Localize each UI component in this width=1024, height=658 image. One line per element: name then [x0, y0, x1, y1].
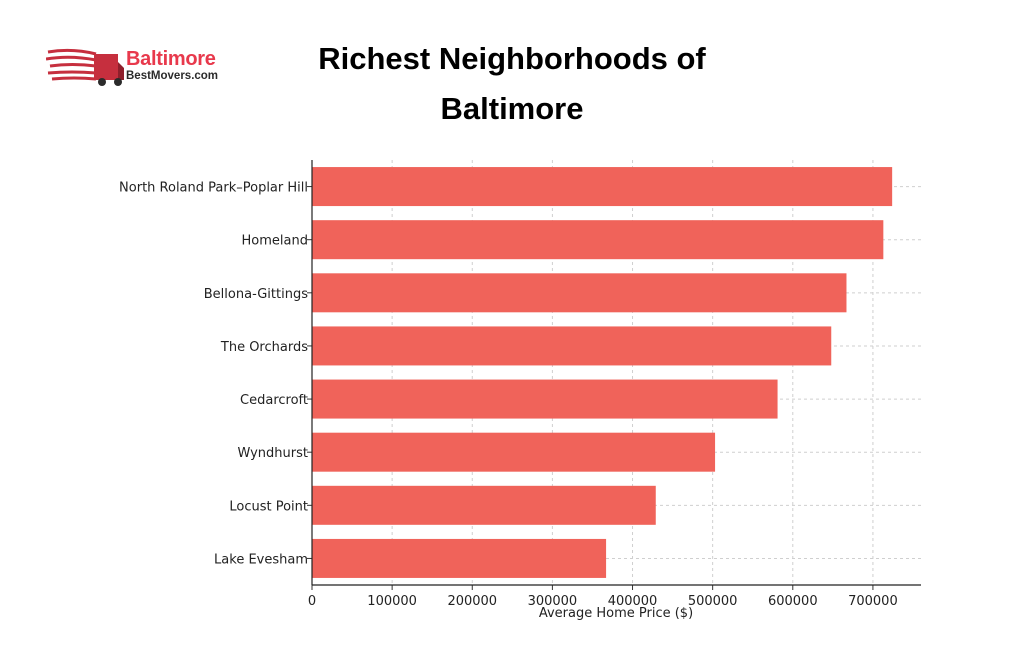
x-tick-label: 0: [308, 594, 316, 609]
y-tick-label: Wyndhurst: [237, 446, 308, 461]
brand-logo: Baltimore BestMovers.com: [46, 46, 236, 88]
y-tick-label: Locust Point: [229, 499, 308, 514]
y-tick-label: The Orchards: [220, 340, 308, 355]
logo-text-secondary: BestMovers.com: [126, 70, 219, 82]
y-tick-label: Bellona-Gittings: [204, 287, 308, 302]
bar: [312, 326, 832, 366]
bar: [312, 538, 607, 578]
moving-truck-icon: [46, 48, 124, 86]
bar: [312, 220, 884, 260]
y-tick-label: Cedarcroft: [240, 393, 308, 408]
bar: [312, 485, 656, 525]
logo-text-primary: Baltimore: [126, 48, 216, 70]
y-tick-label: North Roland Park–Poplar Hill: [119, 181, 308, 196]
x-tick-label: 400000: [608, 594, 658, 609]
x-tick-label: 300000: [528, 594, 578, 609]
bars: [312, 167, 893, 578]
chart-title: Richest Neighborhoods of Baltimore: [318, 41, 706, 126]
x-tick-label: 200000: [447, 594, 497, 609]
bar: [312, 167, 893, 207]
x-tick-label: 600000: [768, 594, 818, 609]
bar: [312, 273, 847, 313]
x-tick-label: 700000: [848, 594, 898, 609]
x-tick-label: 500000: [688, 594, 738, 609]
bar: [312, 379, 778, 419]
x-tick-label: 100000: [367, 594, 417, 609]
x-axis-title: Average Home Price ($): [539, 606, 693, 621]
bar: [312, 432, 716, 472]
axes: [307, 160, 921, 590]
axis-labels: 0 100000 200000 300000 400000 500000 600000 700…: [119, 181, 898, 609]
y-tick-label: Lake Evesham: [214, 552, 308, 567]
y-tick-label: Homeland: [242, 234, 308, 249]
